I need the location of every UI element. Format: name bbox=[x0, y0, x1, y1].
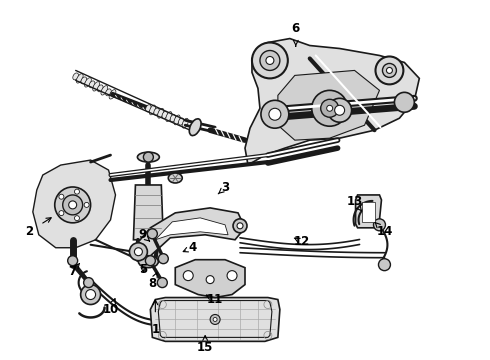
Ellipse shape bbox=[158, 108, 164, 118]
Circle shape bbox=[375, 57, 403, 84]
Polygon shape bbox=[133, 208, 245, 258]
Circle shape bbox=[387, 67, 392, 73]
Ellipse shape bbox=[105, 89, 111, 96]
Circle shape bbox=[261, 100, 289, 128]
Ellipse shape bbox=[138, 256, 158, 268]
Ellipse shape bbox=[89, 81, 95, 88]
Circle shape bbox=[146, 256, 155, 266]
Circle shape bbox=[157, 278, 167, 288]
Circle shape bbox=[183, 271, 193, 280]
Text: 5: 5 bbox=[139, 263, 147, 276]
Ellipse shape bbox=[101, 86, 108, 95]
Text: 3: 3 bbox=[218, 181, 229, 194]
Text: 12: 12 bbox=[294, 235, 310, 248]
Text: 13: 13 bbox=[346, 195, 363, 211]
Circle shape bbox=[378, 259, 391, 271]
Circle shape bbox=[134, 248, 143, 256]
Text: 7: 7 bbox=[69, 264, 79, 278]
Ellipse shape bbox=[73, 73, 78, 80]
Text: 9: 9 bbox=[138, 228, 149, 241]
Text: 11: 11 bbox=[206, 293, 223, 306]
Circle shape bbox=[321, 99, 339, 117]
Text: 8: 8 bbox=[148, 273, 157, 290]
Polygon shape bbox=[155, 218, 228, 240]
Ellipse shape bbox=[137, 152, 159, 162]
Polygon shape bbox=[175, 260, 245, 298]
Ellipse shape bbox=[168, 173, 182, 183]
Polygon shape bbox=[150, 298, 280, 341]
Text: 14: 14 bbox=[375, 222, 392, 238]
Polygon shape bbox=[33, 160, 116, 248]
Circle shape bbox=[144, 152, 153, 162]
Ellipse shape bbox=[93, 82, 99, 91]
Circle shape bbox=[328, 98, 352, 122]
Text: 10: 10 bbox=[102, 299, 119, 316]
Circle shape bbox=[233, 219, 247, 233]
Polygon shape bbox=[356, 195, 382, 228]
Circle shape bbox=[394, 92, 415, 112]
Circle shape bbox=[74, 216, 79, 221]
Ellipse shape bbox=[182, 118, 188, 128]
Circle shape bbox=[59, 211, 64, 216]
Circle shape bbox=[69, 201, 76, 209]
Ellipse shape bbox=[170, 115, 175, 122]
Text: 1: 1 bbox=[151, 300, 159, 336]
Circle shape bbox=[74, 189, 79, 194]
Ellipse shape bbox=[81, 77, 87, 84]
Ellipse shape bbox=[189, 119, 201, 136]
Circle shape bbox=[210, 315, 220, 324]
Circle shape bbox=[147, 229, 157, 239]
Circle shape bbox=[55, 187, 91, 223]
Circle shape bbox=[81, 285, 100, 305]
Circle shape bbox=[86, 289, 96, 300]
Circle shape bbox=[227, 271, 237, 280]
Polygon shape bbox=[133, 185, 163, 240]
Circle shape bbox=[260, 50, 280, 71]
Circle shape bbox=[158, 254, 168, 264]
Ellipse shape bbox=[178, 118, 184, 125]
Ellipse shape bbox=[162, 111, 168, 118]
Circle shape bbox=[266, 57, 274, 64]
Ellipse shape bbox=[146, 105, 151, 112]
Circle shape bbox=[213, 318, 217, 321]
Circle shape bbox=[68, 256, 77, 266]
Circle shape bbox=[335, 105, 344, 115]
Ellipse shape bbox=[166, 112, 172, 121]
Polygon shape bbox=[362, 202, 375, 222]
Text: 4: 4 bbox=[183, 241, 196, 254]
Circle shape bbox=[59, 194, 64, 199]
Circle shape bbox=[84, 278, 94, 288]
Circle shape bbox=[373, 219, 386, 231]
Circle shape bbox=[252, 42, 288, 78]
Text: 15: 15 bbox=[197, 336, 213, 354]
Ellipse shape bbox=[85, 78, 91, 87]
Circle shape bbox=[327, 105, 333, 111]
Text: 2: 2 bbox=[25, 218, 51, 238]
Ellipse shape bbox=[154, 108, 159, 115]
Text: 6: 6 bbox=[292, 22, 300, 46]
Ellipse shape bbox=[109, 90, 116, 99]
Circle shape bbox=[312, 90, 347, 126]
Ellipse shape bbox=[174, 115, 180, 125]
Ellipse shape bbox=[76, 74, 83, 83]
Polygon shape bbox=[245, 39, 419, 165]
Circle shape bbox=[237, 223, 243, 229]
Circle shape bbox=[84, 202, 89, 207]
Circle shape bbox=[129, 243, 147, 261]
Ellipse shape bbox=[149, 105, 155, 115]
Polygon shape bbox=[278, 71, 379, 140]
Circle shape bbox=[63, 195, 83, 215]
Circle shape bbox=[383, 63, 396, 77]
Ellipse shape bbox=[98, 85, 103, 92]
Circle shape bbox=[206, 276, 214, 284]
Circle shape bbox=[269, 108, 281, 120]
